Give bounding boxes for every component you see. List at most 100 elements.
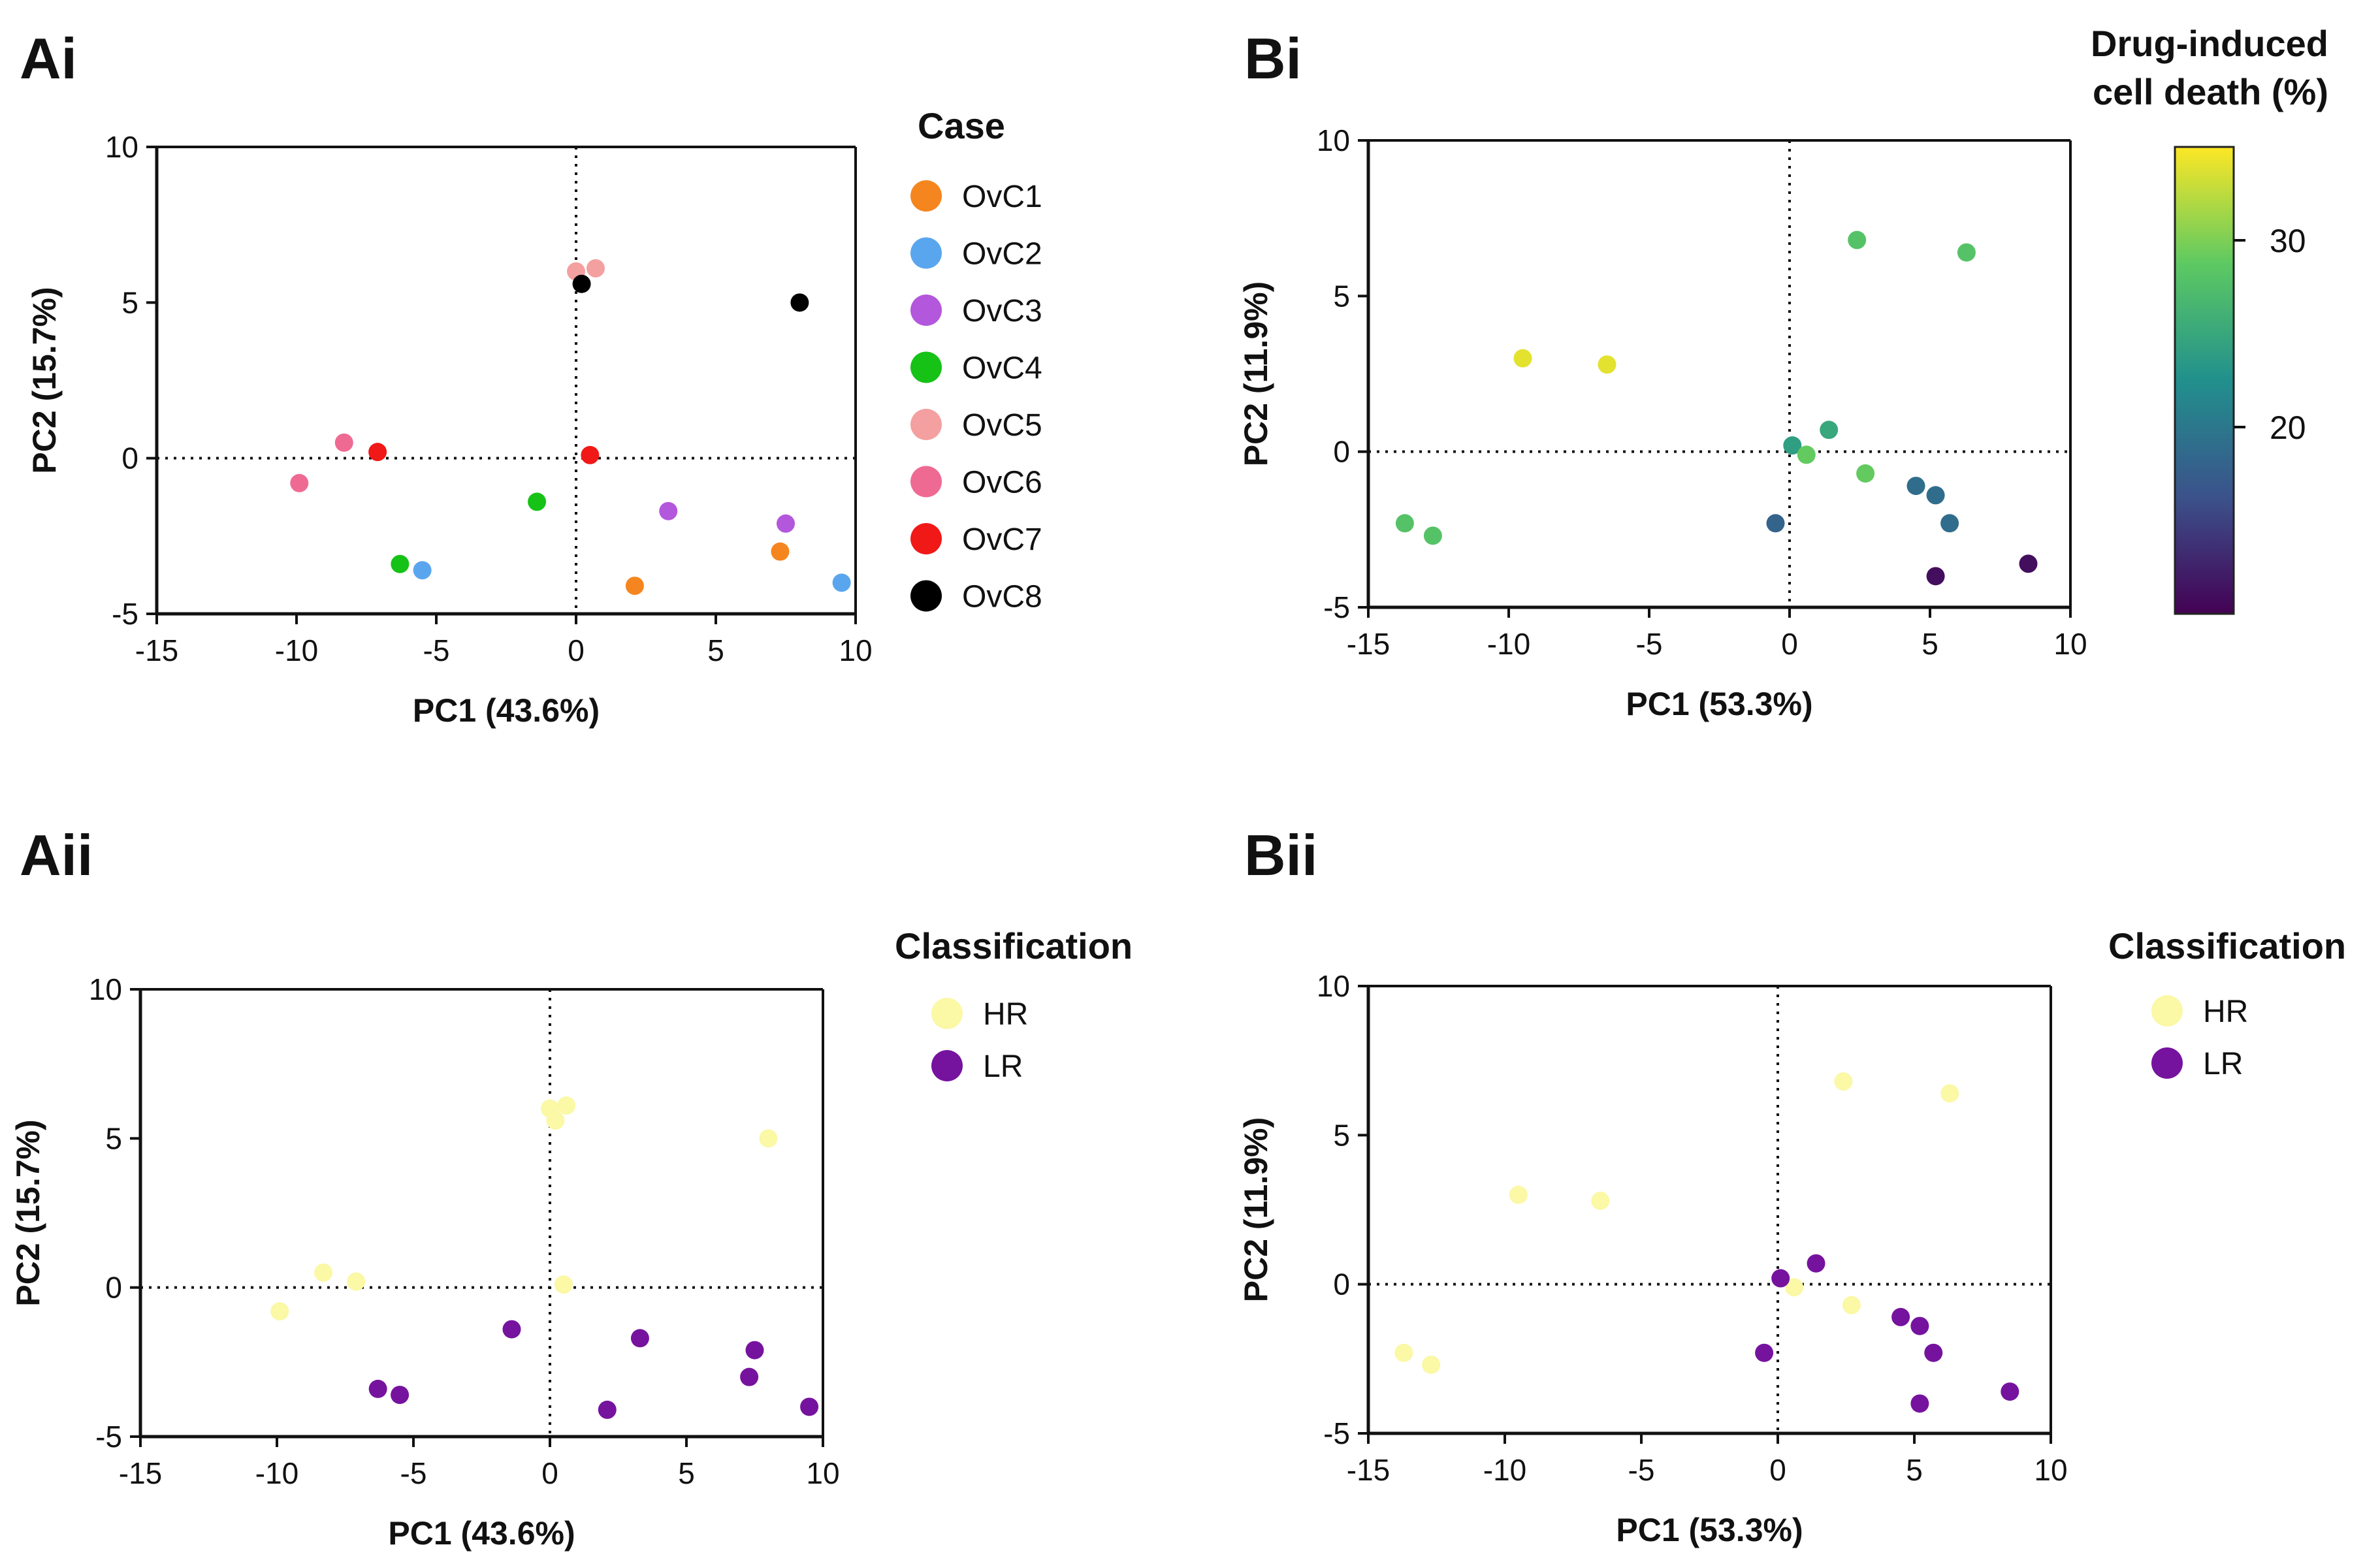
data-point: [1598, 355, 1616, 374]
legend-marker-ovc2: [910, 237, 942, 269]
x-axis-title: PC1 (53.3%): [1626, 686, 1812, 722]
y-tick-label: 10: [1317, 969, 1350, 1003]
data-point-ovc3: [659, 502, 678, 520]
data-point-ovc3: [777, 514, 795, 533]
data-point-lr: [630, 1329, 649, 1348]
legend-label-ovc6: OvC6: [962, 466, 1042, 500]
data-point-hr: [759, 1129, 778, 1148]
data-point-ovc8: [790, 293, 809, 312]
legend-marker-lr: [931, 1050, 963, 1081]
data-point-lr: [745, 1341, 764, 1360]
chart-aii: -15 -10 -5 0 5 10 -5 0 5 10 PC1 (43.6%) PC2 (15.7%): [10, 972, 840, 1552]
data-point-lr: [1910, 1394, 1929, 1413]
legend-label-ovc8: OvC8: [962, 580, 1042, 614]
y-tick-label: -5: [1323, 590, 1350, 624]
y-tick-label: -5: [112, 597, 138, 631]
legend-label-ovc7: OvC7: [962, 522, 1042, 557]
data-point-ovc7: [368, 443, 387, 462]
legend-label-ovc3: OvC3: [962, 294, 1042, 328]
y-tick-label: 0: [121, 441, 138, 475]
data-point: [1395, 514, 1414, 533]
data-point-hr: [347, 1272, 366, 1291]
data-point-hr: [1842, 1296, 1861, 1315]
x-axis-title: PC1 (43.6%): [388, 1515, 575, 1552]
data-point-lr: [1924, 1343, 1943, 1362]
y-tick-label: 5: [121, 285, 138, 319]
data-point-lr: [800, 1397, 819, 1416]
legend-marker-hr: [2151, 995, 2183, 1027]
data-point-lr: [598, 1400, 617, 1419]
y-axis-title: PC2 (15.7%): [10, 1119, 46, 1306]
data-point-lr: [368, 1379, 387, 1398]
data-point-lr: [391, 1386, 410, 1405]
data-point-lr: [1807, 1254, 1825, 1273]
data-point-hr: [314, 1263, 333, 1282]
data-point: [1513, 349, 1532, 368]
chart-bi: -15 -10 -5 0 5 10 -5 0 5 10 PC1 (53.3%) PC2 (11.9%): [1238, 123, 2087, 722]
y-tick-label: 10: [105, 130, 138, 164]
legend-marker-ovc4: [910, 351, 942, 383]
data-point-hr: [1422, 1355, 1441, 1374]
data-point-ovc6: [290, 473, 309, 492]
data-point-hr: [1591, 1191, 1610, 1210]
x-tick-label: 10: [2053, 627, 2087, 661]
x-tick-label: -10: [255, 1456, 298, 1490]
legend-label-ovc4: OvC4: [962, 351, 1042, 386]
y-axis-title: PC2 (11.9%): [1238, 281, 1274, 466]
data-point-ovc5: [586, 259, 605, 278]
data-point-hr: [1940, 1084, 1959, 1103]
data-point: [2019, 554, 2038, 573]
x-tick-label: 5: [1906, 1453, 1923, 1487]
data-point-lr: [1771, 1269, 1790, 1288]
x-tick-label: -15: [135, 633, 178, 667]
data-point-ovc1: [771, 542, 790, 561]
legend-marker-ovc6: [910, 466, 942, 498]
y-tick-label: 10: [1317, 123, 1350, 157]
chart-bii: -15 -10 -5 0 5 10 -5 0 5 10 PC1 (53.3%) PC2 (11.9%): [1238, 969, 2068, 1548]
legend-class-bii-items: HR LR: [2151, 995, 2248, 1081]
colorbar-tick-label: 20: [2270, 409, 2306, 446]
data-point: [1848, 231, 1867, 249]
data-point-lr: [502, 1320, 521, 1339]
data-point-ovc6: [334, 433, 353, 452]
x-tick-label: 0: [541, 1456, 558, 1490]
x-tick-label: 5: [707, 633, 724, 667]
legend-case: Case OvC1 OvC2 OvC3 OvC4 OvC5 OvC6 OvC7 OvC8: [910, 105, 1042, 614]
legend-marker-ovc1: [910, 180, 942, 212]
legend-case-title: Case: [918, 105, 1005, 146]
legend-label-ovc5: OvC5: [962, 408, 1042, 443]
data-point-hr: [546, 1111, 565, 1130]
colorbar-tick-label: 30: [2270, 223, 2306, 259]
data-point-hr: [1509, 1185, 1528, 1204]
x-tick-label: -5: [423, 633, 450, 667]
data-point-lr: [740, 1367, 759, 1386]
legend-marker-ovc8: [910, 580, 942, 612]
y-tick-label: 0: [1333, 1267, 1350, 1301]
x-tick-label: 5: [1922, 627, 1938, 661]
colorbar-title-line1: Drug-induced: [2091, 23, 2328, 64]
data-point-hr: [1394, 1343, 1413, 1362]
legend-marker-ovc3: [910, 295, 942, 326]
legend-label-lr: LR: [2203, 1047, 2243, 1081]
chart-ai: -15 -10 -5 0 5 10 -5 0 5 10 PC1 (43.6%) PC2 (15.7%): [26, 130, 873, 729]
x-tick-label: 0: [1769, 1453, 1786, 1487]
data-point-hr: [1834, 1072, 1853, 1091]
data-point-lr: [1755, 1343, 1774, 1362]
panel-label-bii: Bii: [1244, 823, 1317, 887]
data-point-ovc4: [391, 554, 410, 573]
legend-label-hr: HR: [983, 997, 1028, 1032]
legend-classification-aii: Classification HR LR: [895, 925, 1133, 1084]
y-tick-label: 0: [1333, 435, 1350, 469]
legend-marker-ovc5: [910, 409, 942, 440]
data-point-ovc7: [581, 445, 600, 464]
x-tick-label: 10: [839, 633, 872, 667]
legend-classification-bii-title: Classification: [2108, 925, 2346, 966]
legend-label-hr: HR: [2203, 995, 2248, 1029]
y-axis-title: PC2 (15.7%): [26, 287, 63, 473]
legend-marker-lr: [2151, 1047, 2183, 1079]
x-tick-label: 0: [568, 633, 585, 667]
x-tick-label: 5: [678, 1456, 695, 1490]
data-point: [1856, 464, 1875, 483]
data-point-ovc1: [625, 577, 644, 596]
data-point-lr: [1891, 1307, 1910, 1326]
